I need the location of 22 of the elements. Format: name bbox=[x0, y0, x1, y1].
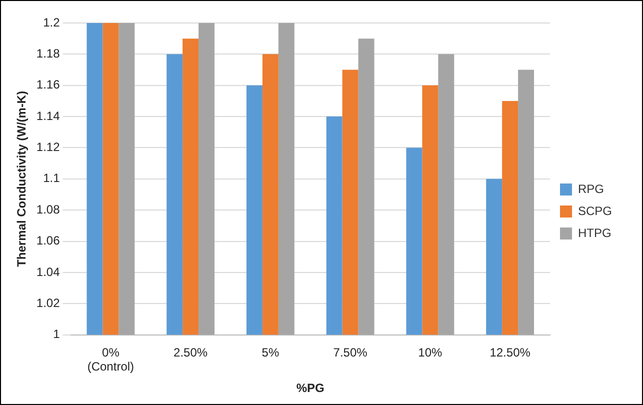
y-tick-label: 1.12 bbox=[36, 140, 60, 154]
x-axis-title: %PG bbox=[296, 381, 324, 396]
y-tick-label: 1 bbox=[53, 327, 60, 342]
y-tick-label: 1.2 bbox=[43, 15, 60, 30]
y-tick-label: 1.08 bbox=[36, 202, 60, 216]
x-tick-label: 0% (Control) bbox=[87, 345, 134, 374]
y-tick-label: 1.14 bbox=[36, 108, 60, 123]
x-tick-label: 10% bbox=[418, 345, 443, 360]
y-tick-label: 1.18 bbox=[36, 46, 60, 60]
x-tick-label: 5% bbox=[262, 345, 280, 360]
y-tick-label: 1.02 bbox=[36, 296, 60, 310]
x-tick-label: 2.50% bbox=[174, 345, 208, 360]
y-axis-title: Thermal Conductivity (W/(m-K) bbox=[14, 90, 29, 267]
legend-label: HTPG bbox=[578, 226, 612, 240]
x-tick-label: 12.50% bbox=[490, 345, 531, 360]
x-tick-label: 7.50% bbox=[333, 345, 368, 360]
y-tick-label: 1.06 bbox=[36, 234, 60, 248]
y-tick-label: 1.1 bbox=[43, 171, 60, 186]
legend-label: SCPG bbox=[578, 204, 612, 218]
y-tick-label: 1.04 bbox=[36, 264, 60, 279]
legend-label: RPG bbox=[578, 182, 604, 196]
y-tick-label: 1.16 bbox=[36, 78, 60, 92]
